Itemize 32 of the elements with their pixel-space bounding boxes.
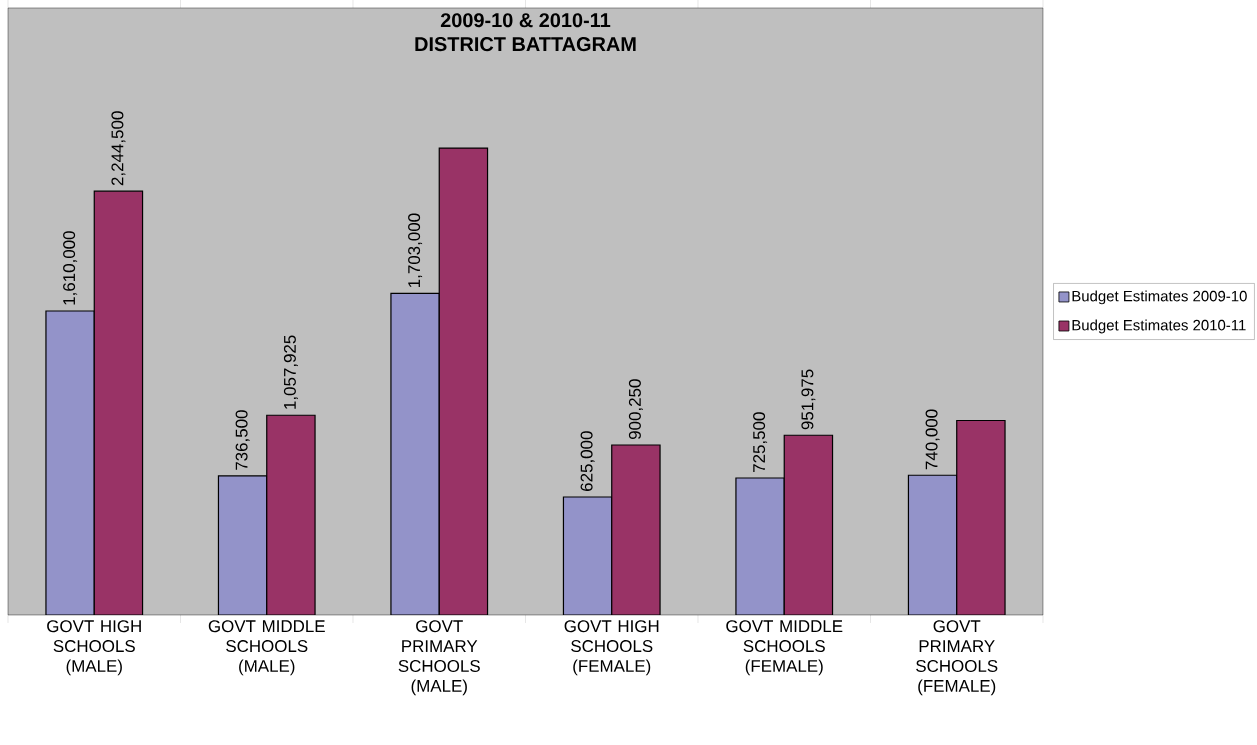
x-tick-label: GOVT HIGH SCHOOLS (FEMALE) (564, 620, 659, 676)
bar (93, 190, 144, 615)
data-label: 1,057,925 (283, 335, 298, 409)
bar (390, 292, 440, 615)
data-label: 2,244,500 (111, 111, 126, 186)
bar (562, 496, 613, 615)
data-label: 736,500 (235, 410, 250, 470)
legend-label: Budget Estimates 2010-11 (1072, 319, 1246, 334)
data-label: 740,000 (925, 409, 940, 470)
x-tick-label: GOVT PRIMARY SCHOOLS (MALE) (398, 620, 480, 696)
legend-label: Budget Estimates 2009-10 (1072, 290, 1247, 305)
bar (217, 475, 268, 615)
bar (611, 444, 661, 615)
chart-title: 2009-10 & 2010-11 (440, 13, 611, 28)
bar (783, 434, 834, 615)
x-tick-label: GOVT HIGH SCHOOLS (MALE) (47, 620, 141, 676)
data-label: 625,000 (580, 431, 595, 491)
data-label: 1,703,000 (408, 213, 423, 287)
chart-subtitle: DISTRICT BATTAGRAM (415, 37, 636, 52)
x-tick-label: GOVT PRIMARY SCHOOLS (FEMALE) (916, 620, 998, 696)
bar (907, 474, 958, 615)
bar (45, 310, 95, 615)
x-tick-label: GOVT MIDDLE SCHOOLS (MALE) (208, 620, 325, 676)
bar (735, 477, 785, 615)
data-label: 951,975 (801, 369, 816, 430)
data-label: 1,610,000 (63, 231, 78, 305)
data-label: 900,250 (628, 379, 643, 440)
bar (438, 147, 489, 615)
bar (956, 419, 1006, 615)
data-label: 725,500 (753, 412, 768, 472)
x-tick-label: GOVT MIDDLE SCHOOLS (FEMALE) (726, 620, 843, 676)
bar (266, 414, 316, 615)
